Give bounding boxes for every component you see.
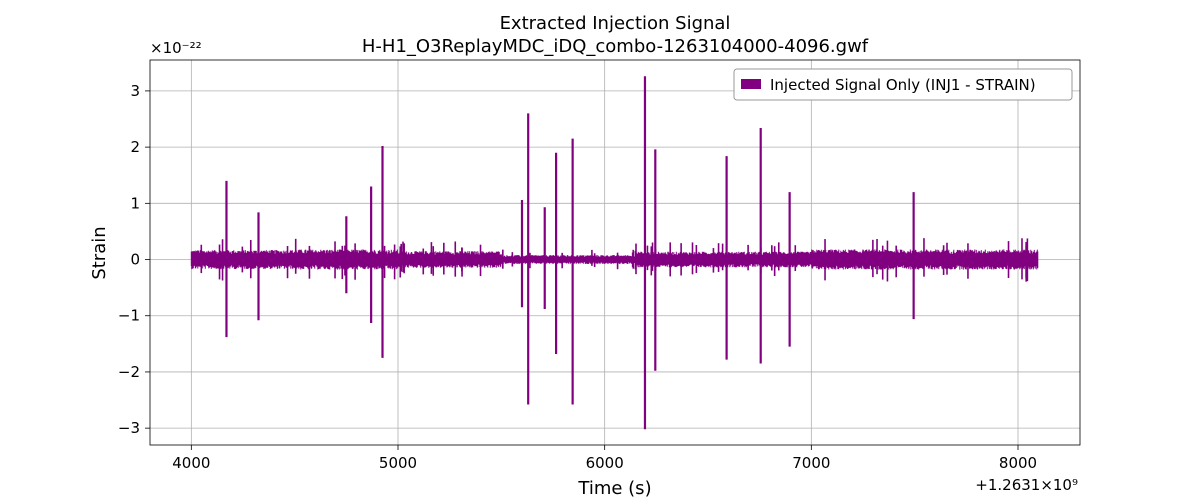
legend: Injected Signal Only (INJ1 - STRAIN) (733, 68, 1073, 101)
series-injected-signal (190, 76, 1039, 430)
y-tick-label: −2 (118, 363, 140, 381)
y-tick-label: 1 (130, 194, 140, 212)
y-tick-label: 0 (130, 251, 140, 269)
x-tick-label: 8000 (999, 454, 1037, 472)
legend-label: Injected Signal Only (INJ1 - STRAIN) (770, 76, 1036, 94)
legend-box (733, 68, 1073, 101)
chart-title: Extracted Injection Signal (500, 13, 731, 34)
y-axis-label: Strain (89, 226, 110, 279)
y-tick-label: −3 (118, 419, 140, 437)
chart-subtitle: H-H1_O3ReplayMDC_iDQ_combo-1263104000-40… (362, 36, 869, 57)
y-tick-label: 3 (130, 82, 140, 100)
x-tick-label: 6000 (586, 454, 624, 472)
y-tick-label: 2 (130, 138, 140, 156)
x-tick-label: 7000 (792, 454, 830, 472)
plot-frame (149, 59, 1081, 446)
axis-ticks: 4000 5000 6000 7000 8000 −3 −2 −1 0 1 2 3 (118, 82, 1037, 472)
y-axis-multiplier: ×10⁻²² (150, 39, 202, 57)
legend-swatch (741, 79, 761, 89)
x-tick-label: 5000 (379, 454, 417, 472)
x-tick-label: 4000 (172, 454, 210, 472)
x-axis-offset: +1.2631×10⁹ (975, 476, 1078, 494)
y-tick-label: −1 (118, 307, 140, 325)
series-baseline (190, 249, 1039, 270)
x-axis-label: Time (s) (577, 478, 651, 499)
